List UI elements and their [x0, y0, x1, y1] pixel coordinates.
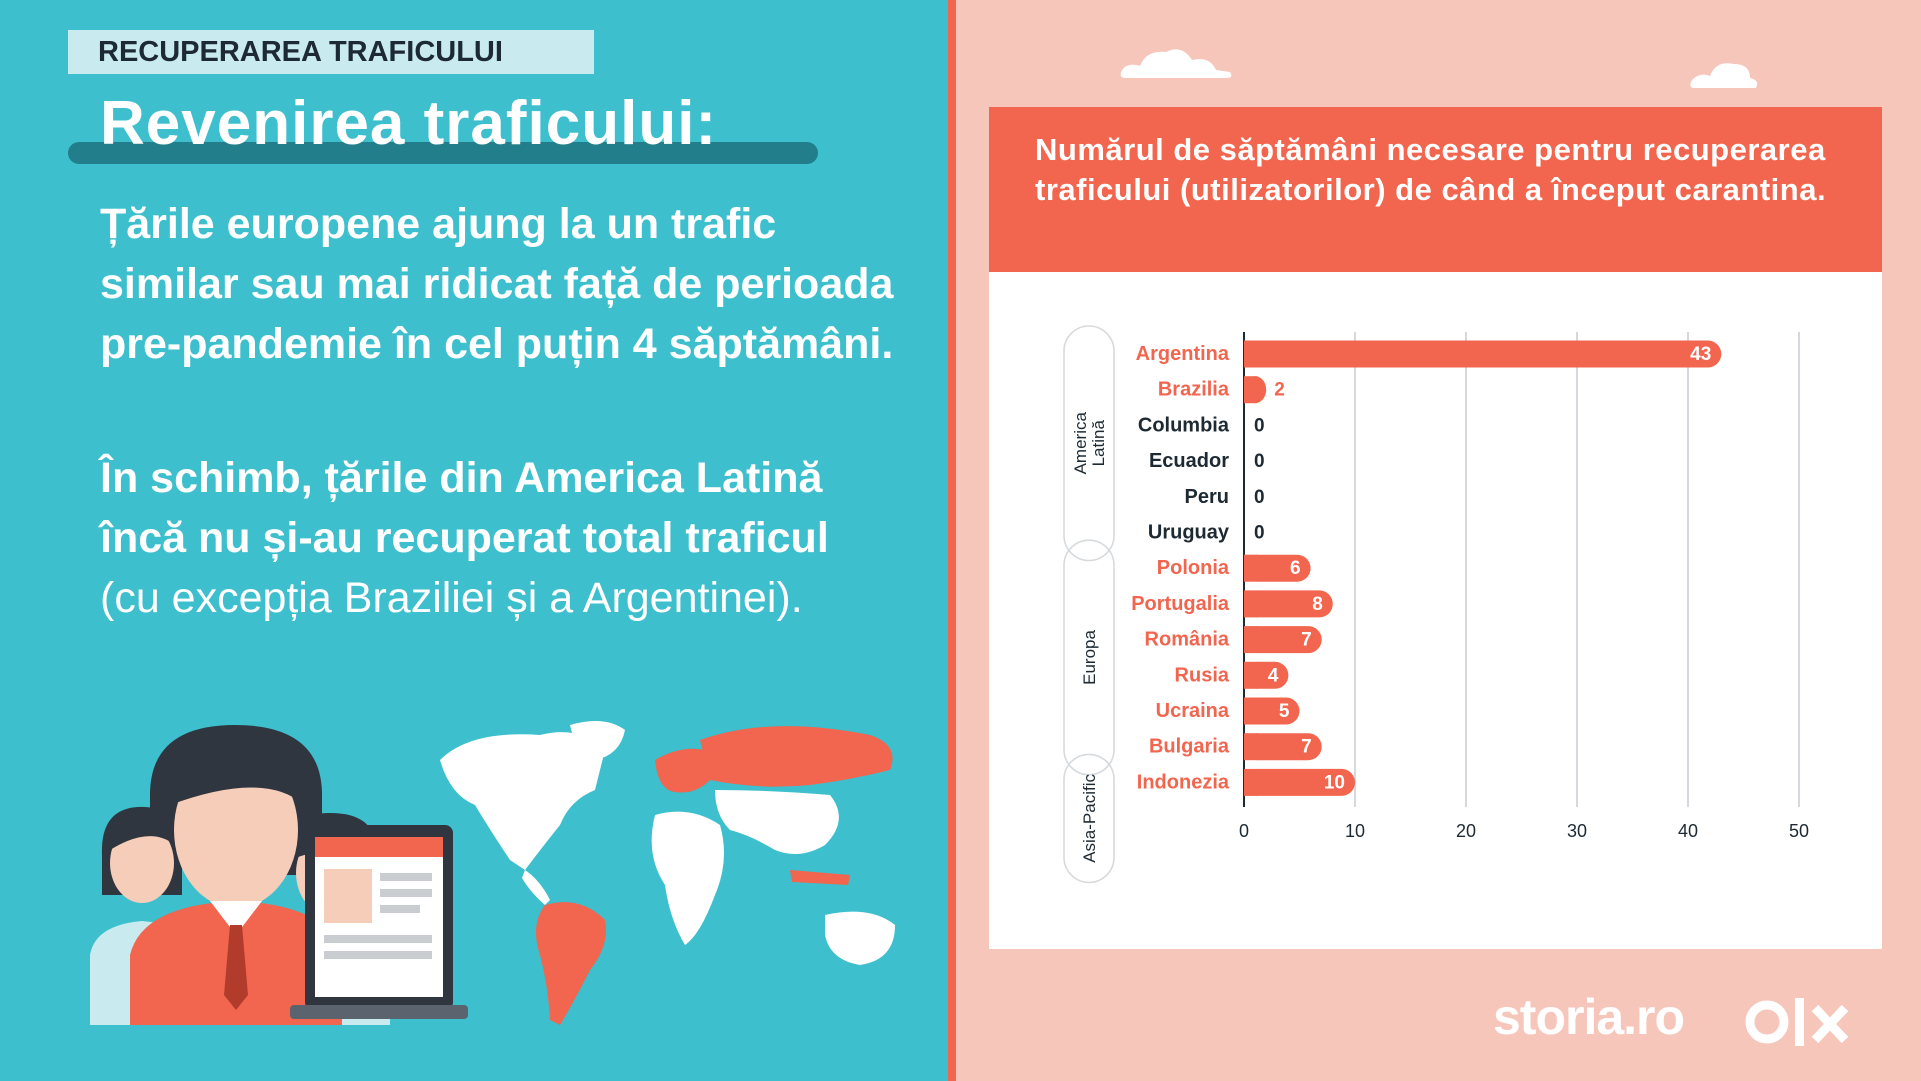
- title-underline: [68, 142, 818, 164]
- value-label: 7: [1301, 737, 1312, 758]
- bar: [1244, 340, 1722, 368]
- chart-title: Numărul de săptămâni necesare pentru rec…: [1035, 132, 1827, 207]
- category-label: Argentina: [1136, 343, 1230, 365]
- storia-logo-text: storia.ro: [1493, 989, 1685, 1045]
- bar-square-end: [1244, 661, 1258, 689]
- bar-square-end: [1244, 590, 1258, 618]
- value-label: 5: [1279, 701, 1290, 722]
- bar: [1244, 697, 1300, 725]
- value-label: 43: [1690, 344, 1711, 365]
- chart-card: [989, 272, 1882, 949]
- bar: [1244, 768, 1355, 796]
- paragraph-latam-bold: În schimb, țările din America Latină înc…: [100, 454, 829, 562]
- olx-logo-icon: [1745, 998, 1849, 1046]
- category-label: Rusia: [1175, 664, 1230, 686]
- main-title: Revenirea traficului:: [100, 89, 718, 158]
- group-label: Europa: [1080, 630, 1099, 685]
- chart-header: [989, 107, 1882, 272]
- category-label: Indonezia: [1137, 771, 1230, 793]
- value-label: 2: [1274, 380, 1285, 401]
- left-panel: [0, 0, 948, 1081]
- category-label: Polonia: [1157, 557, 1230, 579]
- bar-square-end: [1244, 768, 1258, 796]
- paragraph-europe: Țările europene ajung la un trafic simil…: [100, 200, 894, 368]
- bar: [1244, 626, 1322, 654]
- x-tick-label: 40: [1678, 821, 1698, 841]
- man-center-icon: [130, 725, 342, 1025]
- bar: [1244, 554, 1311, 582]
- group-bracket: [1063, 539, 1115, 776]
- category-label: Ucraina: [1156, 700, 1230, 722]
- bar-square-end: [1244, 733, 1258, 761]
- bar-square-end: [1244, 626, 1258, 654]
- panel-divider: [948, 0, 956, 1081]
- value-label: 4: [1268, 665, 1279, 686]
- bar-chart: 0 10 20 30 40 50AmericaLatinăEuropaAsia-Pacif…: [1063, 325, 1809, 884]
- group-label: AmericaLatină: [1071, 412, 1108, 475]
- x-tick-label: 30: [1567, 821, 1587, 841]
- value-label: 0: [1254, 523, 1265, 544]
- category-label: Peru: [1185, 486, 1229, 508]
- bar: [1244, 733, 1322, 761]
- value-label: 8: [1312, 594, 1323, 615]
- value-label: 6: [1290, 558, 1301, 579]
- bar-square-end: [1244, 697, 1258, 725]
- category-label: Ecuador: [1149, 450, 1229, 472]
- category-label: Columbia: [1138, 414, 1230, 436]
- x-tick-label: 50: [1789, 821, 1809, 841]
- value-label: 0: [1254, 415, 1265, 436]
- group-bracket: [1063, 325, 1115, 562]
- category-label: Brazilia: [1158, 379, 1230, 401]
- x-tick-label: 10: [1345, 821, 1365, 841]
- bar-square-end: [1244, 554, 1258, 582]
- category-label: România: [1145, 629, 1230, 651]
- paragraph-latam-normal: (cu excepția Braziliei și a Argentinei).: [100, 574, 803, 622]
- bar-square-end: [1244, 340, 1258, 368]
- section-tag: RECUPERAREA TRAFICULUI: [68, 30, 594, 74]
- laptop-icon: [290, 825, 468, 1019]
- value-label: 0: [1254, 487, 1265, 508]
- x-tick-label: 0: [1239, 821, 1249, 841]
- category-label: Portugalia: [1131, 593, 1230, 615]
- category-label: Uruguay: [1148, 522, 1230, 544]
- x-tick-label: 20: [1456, 821, 1476, 841]
- group-label: Asia-Pacific: [1080, 774, 1099, 863]
- world-map-illustration: [440, 721, 895, 1025]
- cloud-icon: [1690, 63, 1758, 88]
- value-label: 7: [1301, 630, 1312, 651]
- group-bracket: [1063, 753, 1115, 884]
- bar: [1244, 590, 1333, 618]
- category-label: Bulgaria: [1149, 736, 1230, 758]
- value-label: 0: [1254, 451, 1265, 472]
- bar-square-end: [1244, 376, 1258, 404]
- value-label: 10: [1324, 772, 1345, 793]
- cloud-icon: [1120, 49, 1232, 78]
- paragraph-latam: În schimb, țările din America Latină înc…: [100, 448, 900, 628]
- people-laptop-illustration: [90, 725, 468, 1025]
